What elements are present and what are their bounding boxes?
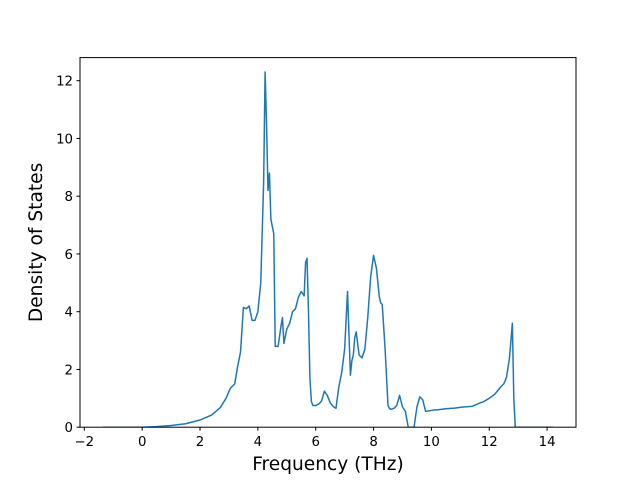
x-tick-label: −2 [75, 435, 95, 450]
plot-area [103, 71, 553, 428]
x-tick-label: 0 [138, 435, 146, 450]
x-tick-label: 10 [423, 435, 440, 450]
x-tick-label: 6 [311, 435, 319, 450]
axes-frame [79, 57, 577, 428]
x-tick-label: 12 [481, 435, 498, 450]
x-tick-label: 14 [539, 435, 556, 450]
y-tick-label: 2 [65, 363, 73, 378]
x-tick-label: 4 [254, 435, 262, 450]
x-tick-label: 8 [369, 435, 377, 450]
y-tick-label: 8 [65, 190, 73, 205]
x-axis-label: Frequency (THz) [252, 454, 404, 475]
y-tick-label: 0 [65, 421, 73, 436]
y-tick-label: 6 [65, 248, 73, 263]
y-tick-label: 10 [56, 132, 73, 147]
y-tick-label: 12 [56, 75, 73, 90]
y-tick-label: 4 [65, 306, 73, 321]
x-tick-label: 2 [196, 435, 204, 450]
y-axis-label: Density of States [26, 163, 47, 322]
dos-line-0 [103, 71, 553, 428]
